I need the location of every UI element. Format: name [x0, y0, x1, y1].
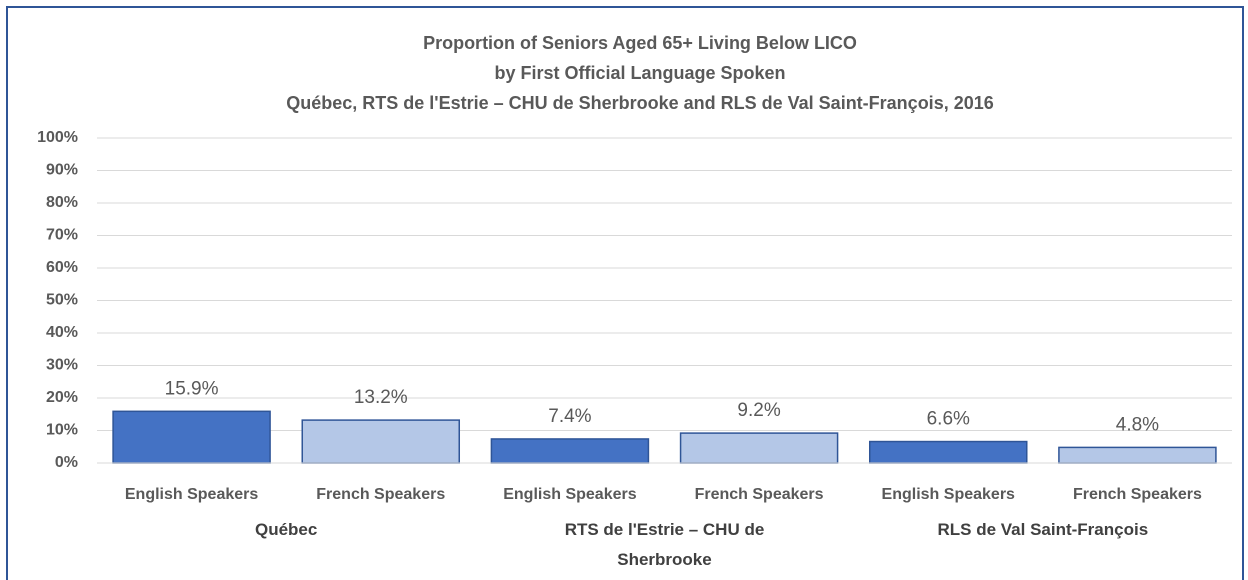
x-tick-label: French Speakers	[1073, 486, 1202, 503]
y-tick-label: 30%	[46, 357, 78, 374]
bar	[301, 419, 461, 464]
y-tick-label: 90%	[46, 162, 78, 179]
value-label: 4.8%	[1116, 414, 1159, 435]
y-tick-label: 20%	[46, 389, 78, 406]
value-label: 7.4%	[548, 406, 591, 427]
y-tick-label: 60%	[46, 259, 78, 276]
chart-title: by First Official Language Spoken	[494, 63, 785, 83]
bar	[490, 438, 650, 464]
chart-border	[6, 6, 1244, 580]
y-tick-label: 50%	[46, 292, 78, 309]
group-label: Québec	[254, 520, 318, 539]
y-tick-label: 80%	[46, 194, 78, 211]
group-label: RLS de Val Saint-François	[937, 520, 1149, 539]
chart-title: Proportion of Seniors Aged 65+ Living Be…	[423, 33, 857, 53]
bar	[868, 440, 1028, 464]
bar	[1058, 446, 1217, 464]
value-label: 15.9%	[165, 378, 219, 399]
y-tick-label: 10%	[46, 422, 78, 439]
x-tick-label: French Speakers	[695, 486, 824, 503]
value-label: 6.6%	[927, 409, 970, 430]
y-tick-label: 0%	[55, 454, 78, 471]
x-tick-label: English Speakers	[882, 486, 1015, 503]
y-tick-label: 40%	[46, 324, 78, 341]
bar	[112, 410, 271, 464]
value-label: 13.2%	[354, 387, 408, 408]
group-label: RTS de l'Estrie – CHU de Sherbrooke	[564, 520, 765, 569]
x-tick-label: English Speakers	[503, 486, 636, 503]
y-tick-label: 70%	[46, 227, 78, 244]
chart-title: Québec, RTS de l'Estrie – CHU de Sherbro…	[286, 93, 994, 113]
bar	[679, 432, 839, 464]
value-label: 9.2%	[737, 400, 780, 421]
x-tick-label: English Speakers	[125, 486, 258, 503]
y-tick-label: 100%	[37, 129, 78, 146]
x-tick-label: French Speakers	[316, 486, 445, 503]
